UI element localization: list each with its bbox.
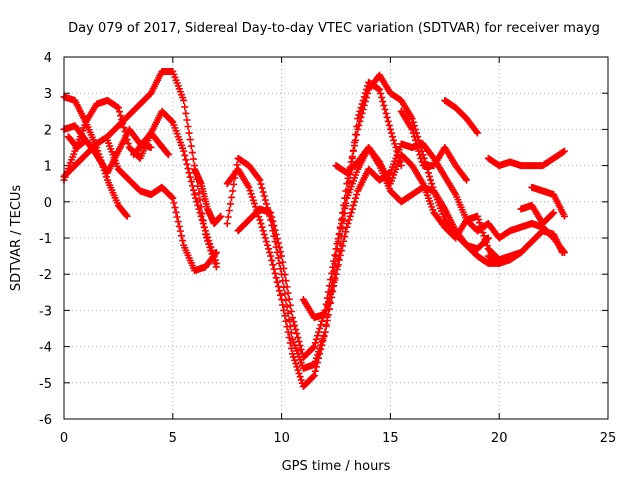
y-tick-label: 4: [44, 51, 52, 66]
series-points: [441, 96, 481, 137]
x-tick-label: 15: [382, 431, 399, 446]
series-points: [60, 96, 220, 267]
series-points: [104, 136, 220, 275]
x-axis-label: GPS time / hours: [282, 459, 391, 474]
x-tick-label: 10: [273, 431, 290, 446]
data-series: [397, 107, 471, 184]
data-series: [64, 133, 107, 170]
data-series: [484, 227, 566, 267]
data-series: [191, 165, 225, 228]
data-series: [223, 78, 405, 372]
y-tick-label: -2: [39, 268, 52, 283]
series-points: [528, 183, 568, 220]
data-series: [441, 96, 481, 137]
series-points: [64, 133, 107, 170]
y-tick-label: -1: [39, 232, 52, 247]
x-tick-label: 5: [169, 431, 177, 446]
series-points: [517, 201, 558, 228]
data-series: [484, 147, 568, 170]
x-tick-label: 20: [491, 431, 508, 446]
y-tick-label: -4: [39, 341, 52, 356]
y-tick-label: 3: [44, 87, 52, 102]
data-series: [234, 144, 492, 361]
series-points: [484, 227, 566, 267]
y-tick-label: 2: [44, 123, 52, 138]
data-series: [60, 96, 220, 267]
series-points: [130, 129, 172, 159]
data-series: [299, 140, 481, 322]
y-tick-label: -6: [39, 413, 52, 428]
plot-frame: [63, 56, 609, 420]
data-series: [528, 183, 568, 220]
series-points: [223, 78, 405, 372]
y-axis-label: SDTVAR / TECUs: [9, 185, 24, 292]
y-tick-label: -5: [39, 377, 52, 392]
series-points: [484, 147, 568, 170]
data-series: [517, 201, 558, 228]
series-points: [299, 140, 481, 322]
x-tick-label: 0: [60, 431, 68, 446]
series-points: [234, 144, 492, 361]
chart-title: Day 079 of 2017, Sidereal Day-to-day VTE…: [68, 21, 600, 36]
y-tick-label: 1: [44, 160, 52, 175]
x-tick-label: 25: [600, 431, 617, 446]
y-tick-label: 0: [44, 196, 52, 211]
y-tick-label: -3: [39, 304, 52, 319]
series-points: [397, 107, 471, 184]
series-points: [191, 165, 225, 228]
data-marks: [60, 67, 568, 390]
data-series: [130, 129, 172, 159]
data-series: [104, 136, 220, 275]
axes: 0 5 10 15 20 25 -6 -5 -4 -3 -2 -1 0 1 2 3 4: [39, 51, 616, 446]
